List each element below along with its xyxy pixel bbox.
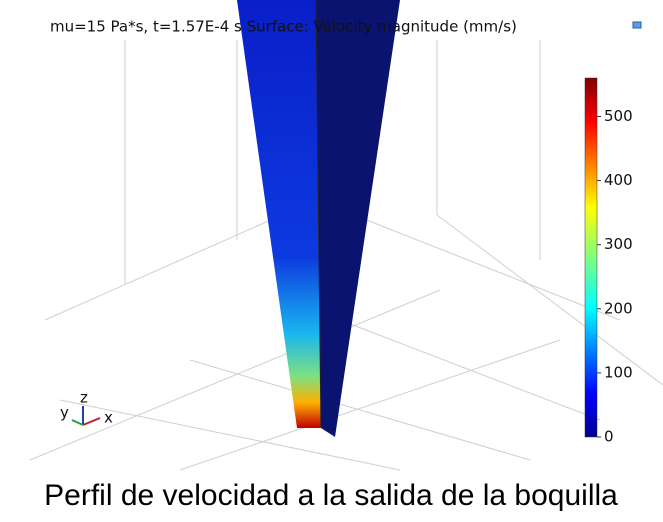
export-icon[interactable] — [633, 22, 641, 28]
axes-triad: z y x — [60, 389, 113, 427]
screenshot: mu=15 Pa*s, t=1.57E-4 s Surface: Velocit… — [0, 0, 663, 522]
cone — [237, 0, 400, 437]
page: {"plot": {"title": "mu=15 Pa*s, t=1.57E-… — [0, 0, 663, 522]
colorbar-tick-label: 0 — [604, 428, 614, 446]
colorbar-tick-label: 400 — [604, 171, 633, 189]
colorbar: 0 100 200 300 400 500 — [585, 78, 633, 446]
colorbar-tick-label: 200 — [604, 299, 633, 317]
caption: Perfil de velocidad a la salida de la bo… — [44, 479, 618, 512]
triad-z: z — [80, 389, 88, 407]
colorbar-gradient — [585, 78, 597, 437]
triad-x: x — [104, 409, 113, 427]
plot-title: mu=15 Pa*s, t=1.57E-4 s Surface: Velocit… — [50, 18, 517, 36]
triad-y: y — [60, 404, 69, 422]
colorbar-tick-label: 300 — [604, 235, 633, 253]
colorbar-tick-label: 100 — [604, 363, 633, 381]
colorbar-tick-label: 500 — [604, 107, 633, 125]
